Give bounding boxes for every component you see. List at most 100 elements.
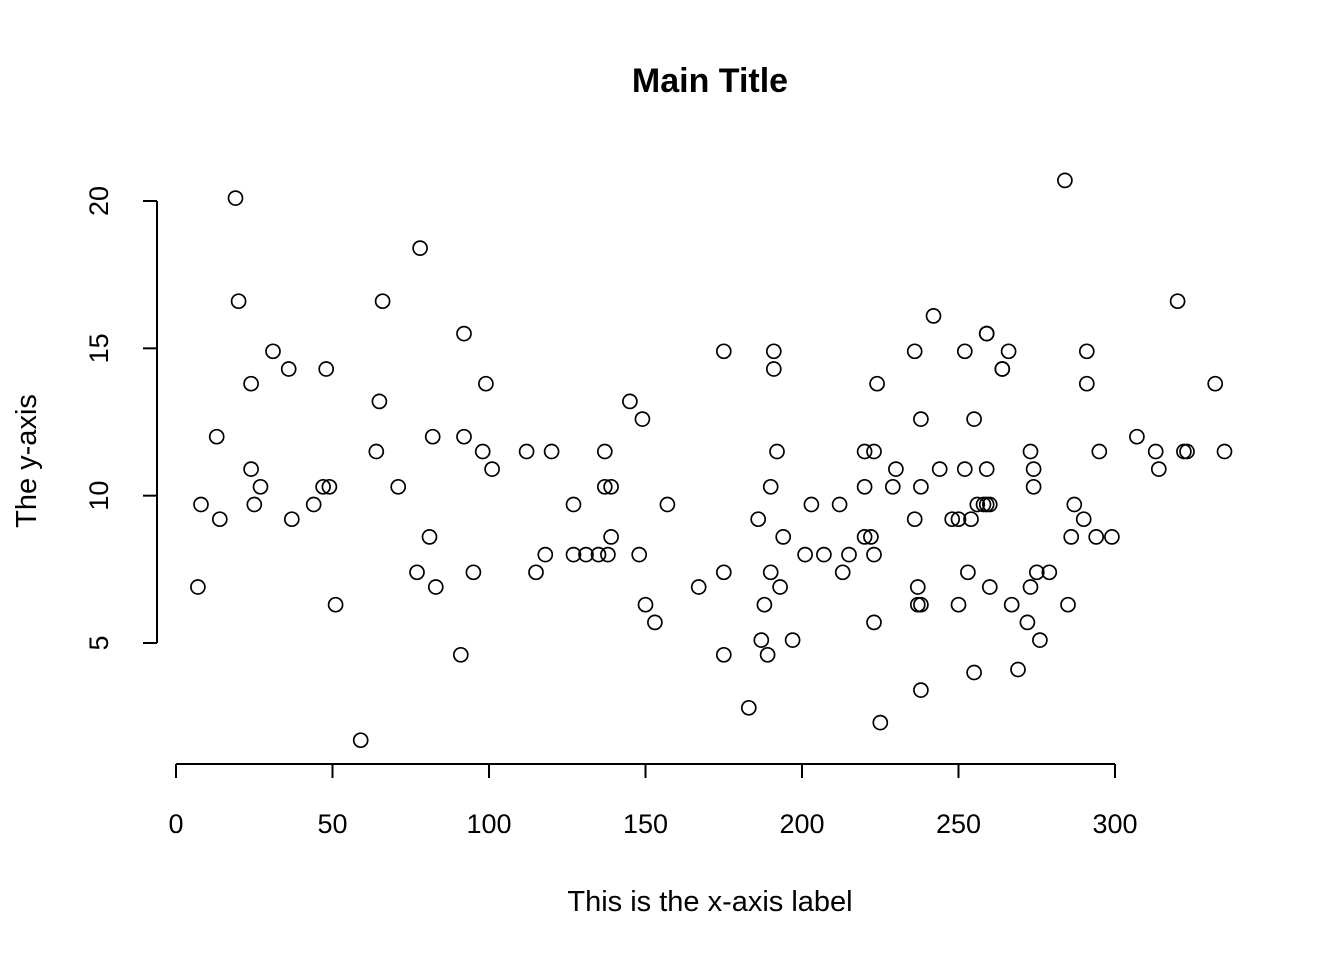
data-point <box>565 496 582 513</box>
data-point <box>565 546 582 563</box>
data-point <box>978 496 995 513</box>
x-axis-ticks: 0 50 100 150 200 250 300 <box>168 764 1138 839</box>
data-point <box>931 461 948 477</box>
data-point <box>715 646 732 663</box>
data-point <box>603 529 619 545</box>
x-tick-label: 150 <box>623 809 668 839</box>
data-point <box>1078 375 1095 392</box>
data-point <box>956 343 973 360</box>
data-point <box>1104 529 1120 545</box>
data-point <box>913 596 929 613</box>
data-point <box>230 293 247 310</box>
data-point <box>966 411 982 427</box>
data-point <box>884 478 901 495</box>
data-point <box>647 614 663 631</box>
data-point <box>421 529 438 545</box>
data-point <box>831 496 848 513</box>
x-tick-label: 50 <box>317 809 347 839</box>
data-point <box>762 564 779 581</box>
data-point <box>315 478 331 495</box>
data-point <box>888 461 904 477</box>
data-point <box>981 579 998 595</box>
data-point <box>596 478 613 495</box>
data-point <box>978 461 995 477</box>
data-point <box>1216 443 1233 460</box>
data-point <box>1025 478 1042 495</box>
y-tick-label: 5 <box>84 635 114 650</box>
data-point <box>978 325 995 342</box>
data-point <box>753 632 770 648</box>
data-point <box>775 529 792 545</box>
data-point <box>1003 596 1020 613</box>
x-tick-label: 200 <box>779 809 824 839</box>
data-point <box>1075 511 1092 528</box>
data-point <box>1147 443 1164 460</box>
data-point <box>409 564 425 581</box>
data-point <box>478 375 494 392</box>
data-point <box>631 546 648 563</box>
data-point <box>966 664 982 681</box>
data-point <box>759 646 776 663</box>
data-point <box>321 478 338 495</box>
data-point <box>327 596 344 613</box>
data-point <box>243 375 259 392</box>
data-point <box>906 511 923 528</box>
data-point <box>518 443 535 460</box>
data-point <box>866 546 882 563</box>
data-point <box>543 443 560 460</box>
data-point <box>1063 529 1080 545</box>
data-point <box>371 393 388 410</box>
data-point <box>390 478 407 495</box>
data-point <box>590 546 607 563</box>
data-point <box>690 579 707 595</box>
data-point <box>1022 443 1039 460</box>
data-point <box>1041 564 1058 581</box>
data-point <box>981 496 998 513</box>
data-point <box>994 361 1011 377</box>
data-point <box>969 496 986 513</box>
data-point <box>412 240 428 256</box>
data-point <box>856 443 873 460</box>
data-point <box>352 732 369 749</box>
data-point <box>374 293 391 310</box>
data-point <box>1176 443 1192 460</box>
data-point <box>784 632 801 648</box>
data-point <box>913 478 929 495</box>
data-point <box>318 361 335 377</box>
data-point <box>772 579 788 595</box>
data-point <box>1028 564 1045 581</box>
data-point <box>452 646 469 663</box>
data-point <box>913 411 929 427</box>
data-point <box>715 564 732 581</box>
data-point <box>465 564 482 581</box>
data-point <box>537 546 554 563</box>
data-point <box>960 564 976 581</box>
data-point <box>1078 343 1095 360</box>
data-point <box>841 546 857 563</box>
data-point <box>528 564 544 581</box>
data-point <box>424 428 441 445</box>
x-axis-label: This is the x-axis label <box>567 886 852 918</box>
data-point <box>872 714 889 731</box>
data-point <box>1022 579 1039 595</box>
data-point <box>856 529 873 545</box>
data-point <box>909 579 926 595</box>
data-point <box>834 564 851 581</box>
data-point <box>305 496 322 513</box>
data-point <box>1169 293 1186 310</box>
data-point <box>863 529 879 545</box>
x-tick-label: 100 <box>466 809 511 839</box>
data-point <box>1010 661 1026 678</box>
data-point <box>913 682 929 698</box>
data-point <box>456 428 472 445</box>
data-point <box>368 443 385 460</box>
data-point <box>1179 443 1195 460</box>
data-point <box>1066 496 1083 513</box>
data-point <box>756 596 773 613</box>
data-point <box>474 443 491 460</box>
data-point <box>906 343 923 360</box>
data-point <box>265 343 281 360</box>
data-point <box>765 361 782 377</box>
data-point <box>866 443 882 460</box>
